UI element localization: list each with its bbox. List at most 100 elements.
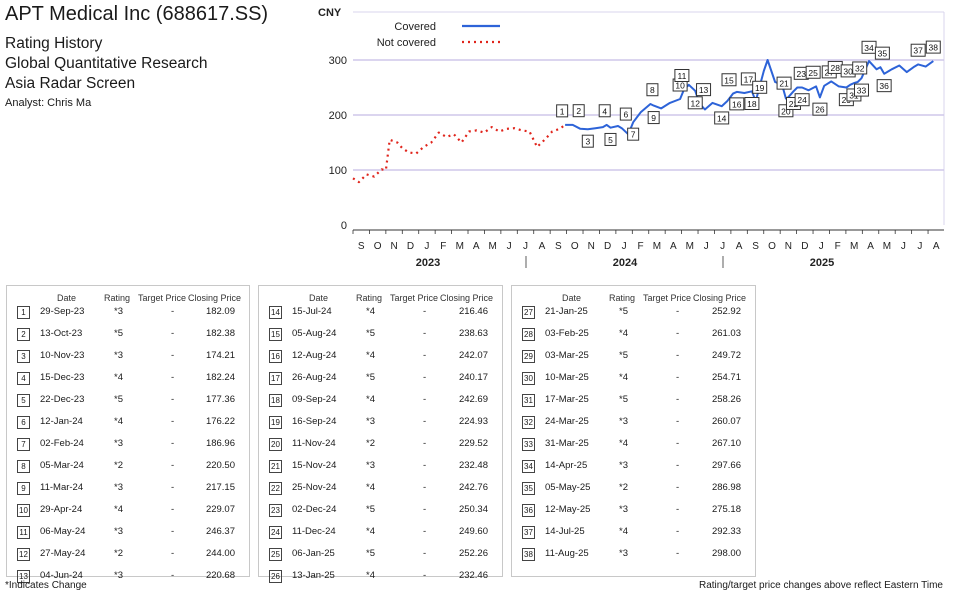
row-date: 06-May-24: [40, 526, 86, 537]
not-covered-line: [352, 124, 566, 184]
row-target-price: -: [676, 416, 680, 427]
row-date: 25-Nov-24: [292, 482, 337, 493]
row-date: 14-Jul-25: [545, 526, 585, 537]
y-tick-label: 200: [329, 110, 347, 122]
row-rating: *4: [366, 482, 375, 493]
table-row: 10 29-Apr-24 *4 - 229.07: [7, 504, 249, 526]
row-rating: *5: [114, 328, 123, 339]
row-target-price: -: [676, 526, 680, 537]
row-number: 6: [17, 416, 30, 429]
row-number: 20: [269, 438, 282, 451]
row-rating: *5: [366, 548, 375, 559]
row-target-price: -: [676, 482, 680, 493]
row-closing-price: 249.60: [458, 526, 488, 537]
row-number: 29: [522, 350, 535, 363]
x-month-label: J: [507, 241, 512, 252]
table-row: 22 25-Nov-24 *4 - 242.76: [259, 482, 502, 504]
x-month-label: O: [768, 241, 776, 252]
row-date: 10-Mar-25: [545, 372, 589, 383]
rating-marker-label: 3: [585, 137, 590, 147]
row-closing-price: 246.37: [205, 526, 235, 537]
row-closing-price: 182.24: [205, 372, 235, 383]
row-date: 13-Jan-25: [292, 570, 335, 581]
rating-marker-label: 9: [651, 113, 656, 123]
rating-marker-box: [556, 104, 569, 118]
row-target-price: -: [171, 394, 175, 405]
rating-marker-label: 30: [843, 66, 853, 76]
header-rating: Rating: [609, 293, 636, 303]
row-number: 33: [522, 438, 535, 451]
row-number: 32: [522, 416, 535, 429]
rating-marker-box: [740, 72, 756, 86]
rating-marker-box: [729, 97, 745, 111]
rating-marker-label: 1: [560, 106, 565, 116]
row-number: 18: [269, 394, 282, 407]
row-closing-price: 249.72: [711, 350, 741, 361]
table-row: 38 11-Aug-25 *3 - 298.00: [512, 548, 755, 570]
row-target-price: -: [423, 482, 427, 493]
row-rating: *3: [366, 460, 375, 471]
rating-marker-label: 6: [623, 110, 628, 120]
x-month-label: F: [440, 241, 446, 252]
rating-marker-box: [925, 40, 941, 54]
rating-marker-label: 14: [717, 113, 727, 123]
row-number: 10: [17, 504, 30, 517]
row-number: 17: [269, 372, 282, 385]
footnote: *Indicates Change: [5, 580, 87, 591]
row-date: 21-Jan-25: [545, 306, 588, 317]
rating-marker-label: 22: [789, 99, 799, 109]
row-target-price: -: [171, 328, 175, 339]
rating-marker-label: 8: [650, 85, 655, 95]
table-row: 8 05-Mar-24 *2 - 220.50: [7, 460, 249, 482]
row-number: 22: [269, 482, 282, 495]
row-number: 21: [269, 460, 282, 473]
row-closing-price: 240.17: [458, 372, 488, 383]
x-month-label: J: [622, 241, 627, 252]
row-closing-price: 258.26: [711, 394, 741, 405]
row-number: 19: [269, 416, 282, 429]
row-target-price: -: [171, 306, 175, 317]
rating-marker-box: [687, 96, 703, 110]
x-month-label: A: [473, 241, 480, 252]
row-date: 04-Jun-24: [40, 570, 83, 581]
row-date: 12-Jan-24: [40, 416, 83, 427]
rating-marker-label: 25: [808, 68, 818, 78]
table-row: 14 15-Jul-24 *4 - 216.46: [259, 306, 502, 328]
header-date: Date: [57, 293, 77, 303]
row-date: 05-Aug-24: [292, 328, 337, 339]
table-row: 15 05-Aug-24 *5 - 238.63: [259, 328, 502, 350]
x-year-label: 2025: [810, 257, 834, 269]
x-month-label: S: [555, 241, 562, 252]
row-number: 24: [269, 526, 282, 539]
row-rating: *5: [366, 328, 375, 339]
x-month-label: S: [358, 241, 365, 252]
rating-marker-label: 26: [815, 105, 825, 115]
table-row: 4 15-Dec-23 *4 - 182.24: [7, 372, 249, 394]
row-target-price: -: [676, 438, 680, 449]
rating-marker-box: [696, 83, 712, 97]
row-date: 15-Nov-24: [292, 460, 337, 471]
x-year-label: 2024: [613, 257, 638, 269]
rating-marker-label: 35: [878, 49, 888, 59]
row-target-price: -: [171, 416, 175, 427]
screen-name-label: Asia Radar Screen: [5, 75, 136, 92]
rating-marker-box: [572, 104, 585, 118]
rating-marker-box: [910, 43, 926, 57]
row-date: 02-Feb-24: [40, 438, 84, 449]
row-number: 3: [17, 350, 30, 363]
row-closing-price: 250.34: [458, 504, 488, 515]
row-target-price: -: [676, 394, 680, 405]
rating-marker-box: [874, 46, 890, 60]
table-row: 33 31-Mar-25 *4 - 267.10: [512, 438, 755, 460]
x-month-label: J: [424, 241, 429, 252]
rating-marker-label: 21: [779, 79, 789, 89]
row-date: 02-Dec-24: [292, 504, 337, 515]
row-number: 12: [17, 548, 30, 561]
row-date: 31-Mar-25: [545, 438, 589, 449]
x-month-label: M: [488, 241, 496, 252]
row-number: 5: [17, 394, 30, 407]
rating-marker-label: 37: [913, 46, 923, 56]
rating-marker-label: 16: [732, 99, 742, 109]
